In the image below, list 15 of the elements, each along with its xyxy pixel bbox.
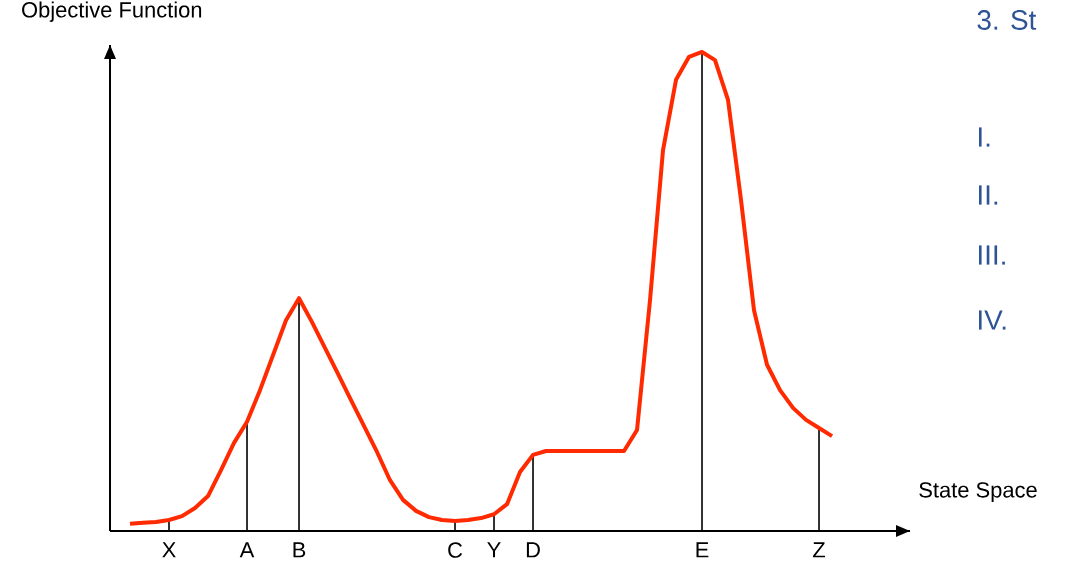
text: IV.: [978, 310, 1006, 330]
text: II.: [978, 185, 998, 205]
text: I.: [978, 127, 990, 147]
x-tick-label: E: [696, 542, 709, 558]
x-tick-label: C: [448, 542, 463, 558]
x-tick-label: Y: [487, 542, 501, 558]
x-tick-label: B: [293, 542, 306, 558]
x-axis-title: State Space: [919, 482, 1037, 502]
x-tick-label: A: [239, 542, 255, 558]
text: III.: [978, 245, 1005, 265]
y-axis-title: Objective Function: [22, 1, 202, 22]
x-tick-label: X: [162, 542, 176, 558]
x-tick-label: D: [526, 542, 540, 558]
x-tick-label: Z: [813, 542, 826, 558]
text: 3. St: [977, 10, 1037, 30]
